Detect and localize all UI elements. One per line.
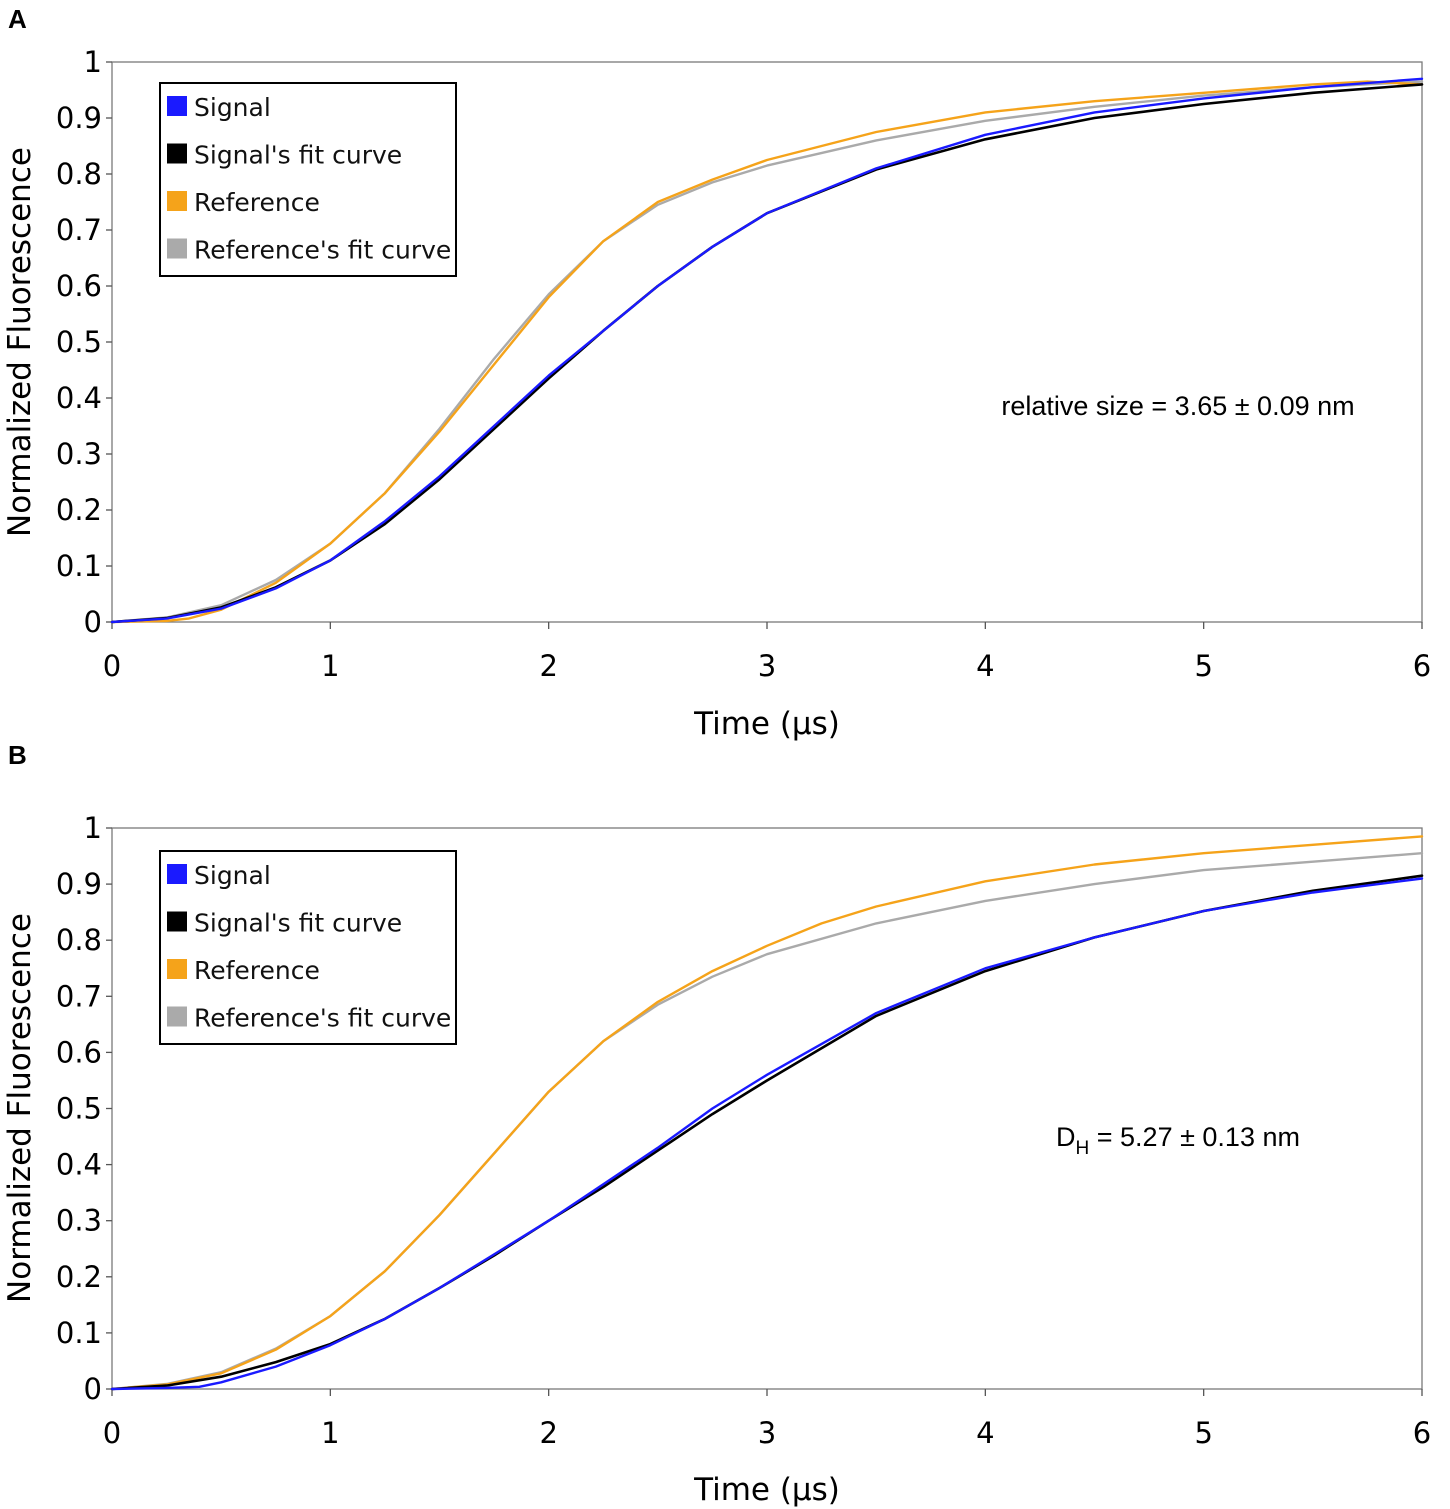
panel-a-legend: Signal Signal's fit curve Reference Referen…	[159, 82, 457, 277]
panel-a-legend-swatch	[167, 238, 187, 259]
panel-a-y-tick-label: 0.3	[56, 437, 102, 471]
panel-b-legend-swatch	[167, 864, 187, 884]
panel-b-y-tick-label: 0.9	[56, 867, 102, 901]
panel-b-y-tick-label: 0.5	[56, 1092, 102, 1126]
panel-b-y-tick-label: 0.4	[56, 1148, 102, 1182]
panel-b-legend-swatch	[167, 959, 187, 979]
panel-a-y-tick-label: 0.6	[56, 269, 102, 303]
panel-a-series-line-signal	[110, 77, 1424, 624]
panel-a-y-tick-label: 0.8	[56, 157, 102, 191]
panel-a-legend-entry: Signal's fit curve	[194, 141, 402, 170]
panel-b-legend-entry: Reference's fit curve	[194, 1004, 451, 1033]
panel-b-x-tick-label: 5	[1194, 1416, 1212, 1450]
panel-b-y-tick-label: 1	[84, 811, 102, 845]
panel-a-y-tick-label: 0.1	[56, 549, 102, 583]
panel-a-x-tick-label: 6	[1413, 649, 1431, 683]
panel-b-legend-entry: Signal's fit curve	[194, 909, 402, 938]
panel-b-y-axis-label: Normalized Fluorescence	[2, 913, 38, 1303]
panel-a-legend-swatch	[167, 191, 187, 211]
panel-b-y-tick-label: 0.6	[56, 1035, 102, 1069]
panel-b-y-tick-label: 0.7	[56, 979, 102, 1013]
panel-a-x-tick-label: 1	[321, 649, 339, 683]
panel-a-y-tick-label: 1	[84, 45, 102, 79]
panel-b-chart: 0 1 2 3 4 5 6 0 0.1 0.2 0.3 0.4 0.5 0.6 0.7 0.8 0.9 1 Time…	[2, 811, 1431, 1508]
panel-b-legend-entry: Reference	[194, 956, 320, 985]
panel-a-x-tick-label: 0	[103, 649, 121, 683]
panel-b-series-line-signal	[110, 877, 1424, 1391]
panel-a-legend-swatch	[167, 143, 187, 164]
panel-b-x-tick-label: 4	[976, 1416, 994, 1450]
panel-a-legend-entry: Signal	[194, 93, 271, 122]
panel-b-legend: Signal Signal's fit curve Reference Referen…	[159, 850, 457, 1045]
panel-a-legend-entry: Reference's fit curve	[194, 236, 451, 265]
panel-b-x-axis-label: Time (µs)	[693, 1472, 840, 1508]
panel-a-y-tick-label: 0.5	[56, 325, 102, 359]
panel-b-x-tick-label: 6	[1413, 1416, 1431, 1450]
panel-a-y-axis-label: Normalized Fluorescence	[2, 147, 38, 537]
panel-a-x-tick-label: 5	[1194, 649, 1212, 683]
panel-a-y-tick-label: 0.2	[56, 493, 102, 527]
panel-a-letter: A	[8, 4, 27, 34]
panel-a-annotation-main: relative size = 3.65 ± 0.09 nm	[1001, 391, 1354, 421]
panel-b-y-tick-label: 0.1	[56, 1316, 102, 1350]
panel-a-x-tick-label: 3	[758, 649, 776, 683]
panel-a-y-tick-label: 0.7	[56, 213, 102, 247]
panel-b-annotation-subscript: H	[1076, 1138, 1090, 1159]
panel-a-x-tick-label: 4	[976, 649, 994, 683]
panel-a-y-tick-label: 0.9	[56, 101, 102, 135]
panel-b-legend-box	[159, 850, 457, 1045]
panel-b-legend-swatch	[167, 1006, 187, 1027]
panel-b-x-tick-label: 1	[321, 1416, 339, 1450]
panel-a-legend-entry: Reference	[194, 188, 320, 217]
panel-b-plot-area	[111, 827, 1423, 1390]
panel-a-legend-swatch	[167, 96, 187, 116]
panel-a-annotation: relative size = 3.65 ± 0.09 nm	[1001, 391, 1354, 421]
panel-a-x-tick-label: 2	[539, 649, 557, 683]
panel-a-chart: 0 1 2 3 4 5 6 0 0.1 0.2 0.3 0.4 0.5 0.6 0.7 0.8 0.9 1 Time…	[2, 45, 1431, 742]
panel-a-y-tick-label: 0.4	[56, 381, 102, 415]
panel-b-x-tick-label: 3	[758, 1416, 776, 1450]
panel-b-annotation: DH = 5.27 ± 0.13 nm	[1056, 1122, 1300, 1159]
panel-a-y-tick-label: 0	[84, 605, 102, 639]
panel-a-legend-box	[159, 82, 457, 277]
panel-b-y-tick-label: 0	[84, 1372, 102, 1406]
panel-b-y-tick-label: 0.2	[56, 1260, 102, 1294]
panel-a-x-axis-label: Time (µs)	[693, 706, 840, 742]
panel-b-annotation-main: D	[1056, 1122, 1076, 1152]
panel-b-annotation-rest: = 5.27 ± 0.13 nm	[1089, 1122, 1300, 1152]
panel-b-x-tick-label: 0	[103, 1416, 121, 1450]
panel-b-legend-entry: Signal	[194, 861, 271, 890]
panel-b-y-tick-label: 0.3	[56, 1204, 102, 1238]
panel-b-legend-swatch	[167, 911, 187, 932]
panel-b-x-tick-label: 2	[539, 1416, 557, 1450]
panel-b-y-tick-label: 0.8	[56, 923, 102, 957]
panel-b-letter: B	[8, 740, 27, 770]
panel-b-series-line-reference	[110, 835, 1424, 1391]
